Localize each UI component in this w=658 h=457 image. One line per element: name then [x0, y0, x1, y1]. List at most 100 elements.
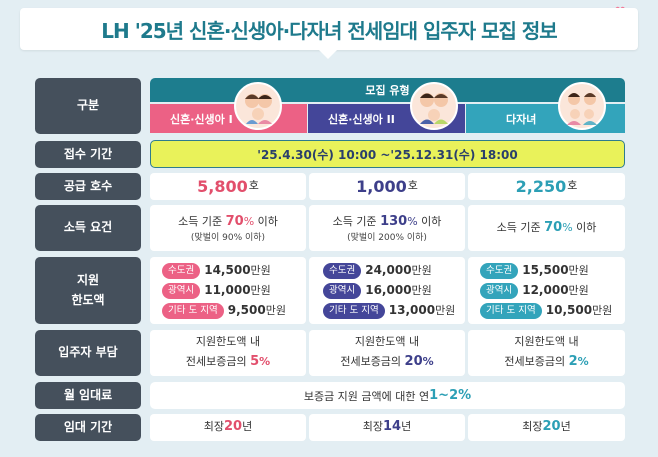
income-pct-sign: %	[407, 215, 418, 229]
income-pct-sign: %	[562, 220, 573, 234]
limit-line: 기타 도 지역 13,000만원	[323, 302, 455, 320]
family-photo	[410, 82, 458, 130]
region-badge: 기타 도 지역	[323, 302, 385, 319]
limit-amount-unit: 만원	[435, 304, 456, 318]
income-cell: 소득 기준 70% 이하 (맞벌이 90% 이하)	[150, 205, 306, 251]
limit-amount-unit: 만원	[265, 304, 286, 318]
income-note: (맞벌이 90% 이하)	[190, 233, 266, 244]
income-pct-sign: %	[243, 215, 255, 229]
limit-cell: 수도권 14,500만원 광역시 11,000만원 기타 도 지역 9,500만원	[150, 257, 306, 324]
limit-amount-value: 24,000	[365, 263, 412, 278]
supply-cell: 1,000 호	[309, 173, 465, 200]
row-label-text: 한도액	[71, 292, 105, 307]
income-line: 소득 기준 70% 이하	[497, 217, 597, 239]
type-name: 다자녀	[506, 112, 537, 126]
income-text: 소득 기준	[332, 215, 381, 229]
supply-cell: 2,250 호	[468, 173, 625, 200]
limit-amount-unit: 만원	[250, 284, 271, 298]
lease-cell: 최장 14 년	[309, 414, 465, 441]
row-label-tenant-burden: 입주자 부담	[35, 330, 141, 376]
row-label-lease-period: 임대 기간	[35, 414, 141, 441]
family-photo	[558, 82, 606, 130]
row-label-monthly-rent: 월 임대료	[35, 382, 141, 409]
burden-pct-sign: %	[259, 355, 271, 369]
family-photo	[234, 82, 282, 130]
monthly-rent-text: 보증금 지원 금액에 대한 연	[303, 389, 430, 403]
limit-cell: 수도권 15,500 만원 광역시 12,000만원 기타 도 지역 10,500만원	[468, 257, 625, 324]
row-label-income: 소득 요건	[35, 205, 141, 251]
limit-amount-unit: 만원	[411, 264, 432, 278]
limit-line: 기타 도 지역 10,500만원	[480, 302, 612, 320]
lease-unit: 년	[401, 420, 412, 434]
limit-line: 수도권 14,500만원	[162, 262, 271, 280]
title-notch	[319, 50, 337, 59]
limit-amount-unit: 만원	[250, 264, 271, 278]
family-illustration	[245, 94, 272, 124]
limit-line: 광역시 12,000만원	[480, 282, 589, 300]
limit-line: 기타 도 지역 9,500만원	[162, 302, 286, 320]
income-cell: 소득 기준 70% 이하	[468, 205, 625, 251]
row-label-apply-period: 접수 기간	[35, 141, 141, 168]
burden-text: 전세보증금의	[340, 355, 405, 369]
limit-amount-value: 11,000	[204, 283, 251, 298]
title-banner: LH '25년 신혼·신생아·다자녀 전세임대 입주자 모집 정보	[20, 8, 638, 50]
limit-amount: 12,000만원	[522, 280, 589, 301]
family-illustration	[567, 93, 597, 125]
region-badge: 광역시	[323, 282, 362, 299]
limit-amount: 9,500만원	[228, 300, 286, 321]
burden-pct: 2	[568, 354, 578, 370]
burden-pct-sign: %	[422, 355, 434, 369]
type-name: 신혼·신생아 II	[328, 112, 395, 126]
burden-pct: 20	[404, 354, 423, 370]
limit-line: 광역시 11,000만원	[162, 282, 271, 300]
region-badge: 수도권	[480, 262, 519, 279]
region-badge: 수도권	[162, 262, 201, 279]
row-label-text: 임대 기간	[63, 419, 113, 434]
apply-period-text: '25.4.30(수) 10:00 ~'25.12.31(수) 18:00	[257, 147, 518, 162]
type-newlywed-1: 신혼·신생아 I	[150, 104, 307, 133]
burden-line1: 지원한도액 내	[354, 334, 420, 348]
limit-amount: 16,000만원	[365, 280, 432, 301]
region-badge: 수도권	[323, 262, 362, 279]
limit-amount-unit: 만원	[592, 304, 613, 318]
supply-unit: 호	[407, 179, 418, 193]
income-text: 이하	[417, 215, 442, 229]
limit-amount-value: 15,500	[522, 263, 569, 278]
region-badge: 기타 도 지역	[162, 302, 224, 319]
burden-line1: 지원한도액 내	[514, 334, 579, 348]
limit-line: 수도권 24,000만원	[323, 262, 432, 280]
lease-text: 최장	[362, 420, 384, 434]
monthly-rent-rate: 1~2%	[429, 388, 472, 403]
limit-amount: 24,000만원	[365, 260, 432, 281]
row-label-text: 입주자 부담	[58, 345, 118, 360]
row-label-text: 소득 요건	[63, 220, 113, 235]
income-text: 소득 기준	[178, 215, 226, 229]
lease-years: 14	[383, 419, 402, 435]
income-line: 소득 기준 70% 이하	[178, 211, 278, 233]
income-pct: 70	[225, 214, 244, 230]
income-text: 이하	[254, 215, 278, 229]
limit-amount: 11,000만원	[204, 280, 271, 301]
income-pct: 70	[544, 219, 563, 235]
row-label-text: 공급 호수	[63, 178, 113, 193]
burden-cell: 지원한도액 내 전세보증금의 20%	[309, 330, 465, 376]
limit-amount-value: 12,000	[522, 283, 569, 298]
region-badge: 광역시	[480, 282, 519, 299]
limit-amount-value: 10,500	[545, 303, 593, 318]
supply-cell: 5,800 호	[150, 173, 306, 200]
row-label-category: 구분	[35, 78, 141, 134]
limit-amount: 14,500만원	[204, 260, 271, 281]
income-pct: 130	[380, 214, 408, 230]
row-label-text: 접수 기간	[63, 146, 113, 161]
income-text: 소득 기준	[496, 220, 545, 234]
income-cell: 소득 기준 130% 이하 (맞벌이 200% 이하)	[309, 205, 465, 251]
supply-unit: 호	[567, 179, 578, 193]
recruit-type-header-text: 모집 유형	[365, 84, 410, 97]
lease-years: 20	[542, 419, 561, 435]
limit-amount-value: 9,500	[227, 303, 266, 318]
income-note: (맞벌이 200% 이하)	[347, 233, 427, 244]
limit-amount: 10,500만원	[546, 300, 613, 321]
burden-line2: 전세보증금의 20%	[340, 351, 433, 373]
row-label-text: 구분	[76, 98, 100, 113]
row-label-text: 지원	[76, 273, 100, 288]
